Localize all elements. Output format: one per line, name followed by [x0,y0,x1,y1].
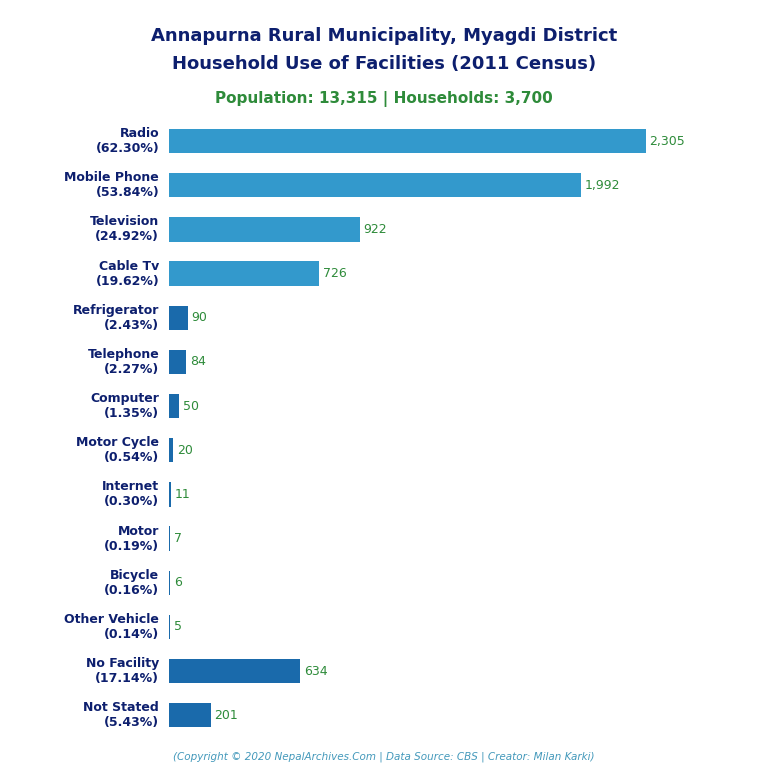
Text: 922: 922 [363,223,387,236]
Bar [169,482,171,507]
Text: 50: 50 [183,399,199,412]
Text: 5: 5 [174,621,182,634]
Text: 6: 6 [174,576,182,589]
Bar [169,526,170,551]
Bar [169,438,173,462]
Text: (Copyright © 2020 NepalArchives.Com | Data Source: CBS | Creator: Milan Karki): (Copyright © 2020 NepalArchives.Com | Da… [174,751,594,762]
Bar [169,571,170,595]
Text: 634: 634 [304,664,327,677]
Text: 201: 201 [214,709,238,722]
Bar [169,261,319,286]
Bar [169,217,359,242]
Bar [169,394,179,419]
Bar [169,614,170,639]
Bar [169,659,300,684]
Bar [169,173,581,197]
Text: 84: 84 [190,356,206,369]
Text: 20: 20 [177,444,193,457]
Text: 2,305: 2,305 [649,134,685,147]
Text: Population: 13,315 | Households: 3,700: Population: 13,315 | Households: 3,700 [215,91,553,107]
Bar [169,129,646,154]
Text: Annapurna Rural Municipality, Myagdi District: Annapurna Rural Municipality, Myagdi Dis… [151,27,617,45]
Text: 1,992: 1,992 [584,179,620,192]
Bar [169,306,187,330]
Text: 90: 90 [191,311,207,324]
Text: 11: 11 [175,488,190,501]
Text: 726: 726 [323,267,346,280]
Text: 7: 7 [174,532,182,545]
Text: Household Use of Facilities (2011 Census): Household Use of Facilities (2011 Census… [172,55,596,73]
Bar [169,703,210,727]
Bar [169,349,187,374]
